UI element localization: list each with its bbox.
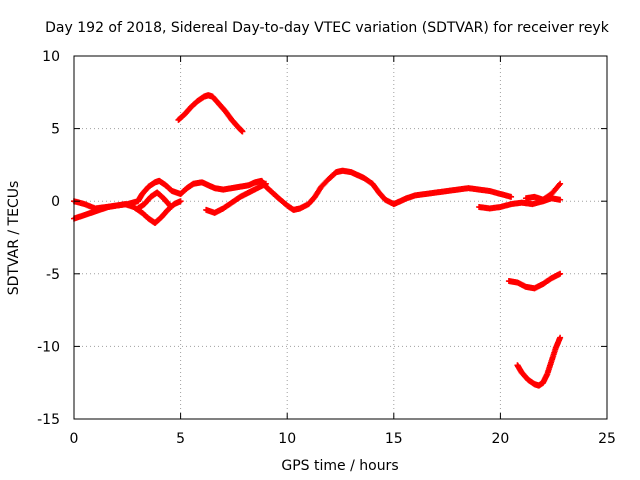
series-arc-e	[175, 92, 246, 135]
x-tick-label: 5	[176, 431, 185, 447]
series-arc-h	[505, 270, 564, 292]
axes	[73, 55, 608, 420]
y-axis-label: SDTVAR / TECUs	[6, 181, 22, 296]
data-points	[71, 92, 564, 389]
data-point	[508, 193, 515, 200]
x-tick-label: 25	[598, 431, 616, 447]
chart-title: Day 192 of 2018, Sidereal Day-to-day VTE…	[45, 20, 610, 36]
series-arc-d	[203, 180, 269, 216]
plot-frame	[73, 55, 608, 420]
data-point	[166, 202, 173, 209]
x-tick-label: 0	[70, 431, 79, 447]
data-point	[557, 180, 564, 187]
series-arc-g	[522, 180, 564, 203]
y-tick-label: -15	[37, 412, 60, 428]
x-tick-label: 20	[491, 431, 509, 447]
y-tick-label: 10	[42, 49, 60, 65]
x-tick-label: 15	[385, 431, 403, 447]
y-tick-label: -5	[46, 267, 60, 283]
data-point	[177, 198, 184, 205]
series-arc-i	[514, 334, 564, 389]
y-tick-label: 5	[51, 122, 60, 138]
x-axis-label: GPS time / hours	[281, 458, 398, 474]
data-point	[557, 270, 564, 277]
series-arc-c	[134, 189, 173, 212]
y-tick-label: -10	[37, 339, 60, 355]
data-point	[239, 128, 246, 135]
tick-labels: 0 5 10 15 20 25 10 5 0 -5 -10 -15	[37, 49, 616, 447]
data-point	[262, 180, 269, 187]
x-tick-label: 10	[278, 431, 296, 447]
series-arc-a	[71, 167, 515, 213]
y-tick-label: 0	[51, 194, 60, 210]
data-point	[557, 334, 564, 341]
data-point	[557, 196, 564, 203]
